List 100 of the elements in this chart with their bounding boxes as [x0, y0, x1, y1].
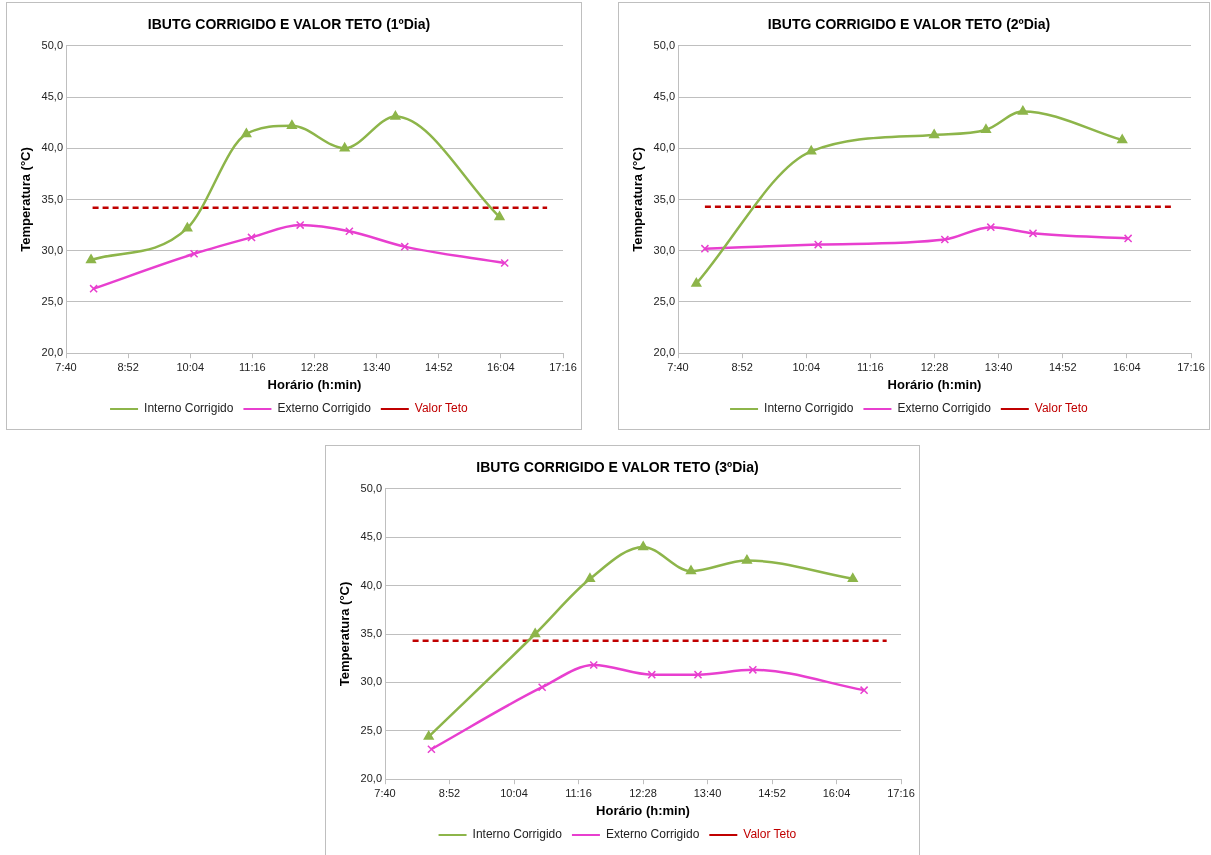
y-tick-label: 20,0 [653, 346, 676, 359]
x-tick-label: 14:52 [1048, 360, 1077, 373]
point [940, 235, 950, 244]
y-tick-label: 50,0 [360, 481, 383, 494]
x-tick-label: 12:28 [300, 360, 329, 373]
y-tick-label: 30,0 [653, 243, 676, 256]
y-tick-label: 50,0 [41, 38, 64, 51]
point [647, 670, 657, 679]
x-tick-label: 10:04 [176, 360, 205, 373]
point [339, 142, 350, 152]
point [423, 730, 434, 740]
x-tick-label: 14:52 [758, 786, 786, 799]
y-axis-title: Temperatura (°C) [18, 147, 34, 252]
x-tick-label: 7:40 [55, 360, 77, 373]
point [247, 233, 256, 242]
point [345, 226, 354, 236]
point [748, 665, 758, 675]
x-tick-label: 14:52 [424, 360, 453, 373]
point [1017, 105, 1028, 115]
legend-label: Valor Teto [1034, 401, 1089, 416]
x-tick-label: 7:40 [667, 360, 689, 373]
chart-title: IBUTG CORRIGIDO E VALOR TETO (1ºDia) [147, 16, 431, 33]
x-tick-label: 10:04 [500, 786, 528, 799]
point [589, 660, 599, 670]
chart-title: IBUTG CORRIGIDO E VALOR TETO (2ºDia) [767, 16, 1051, 33]
point [400, 242, 410, 251]
legend-label: Interno Corrigido [472, 827, 563, 842]
x-tick-label: 16:04 [822, 786, 851, 799]
point [85, 254, 97, 264]
y-tick-label: 35,0 [360, 627, 383, 640]
y-tick-label: 25,0 [41, 295, 64, 307]
point [847, 573, 858, 583]
x-tick-label: 13:40 [984, 360, 1013, 373]
point [693, 670, 703, 679]
x-tick-label: 16:04 [1113, 360, 1141, 373]
point [182, 222, 193, 232]
x-tick-label: 11:16 [565, 786, 592, 799]
point [986, 222, 996, 232]
legend-label: Externo Corrigido [605, 827, 700, 842]
y-tick-label: 25,0 [653, 295, 676, 307]
y-tick-label: 25,0 [360, 723, 383, 736]
y-tick-label: 20,0 [360, 772, 383, 785]
x-tick-label: 17:16 [887, 786, 915, 799]
point [89, 284, 98, 293]
y-tick-label: 45,0 [41, 90, 64, 103]
point [1028, 229, 1038, 238]
x-tick-label: 8:52 [117, 360, 139, 373]
y-tick-label: 50,0 [653, 38, 676, 51]
point [806, 145, 817, 155]
point [494, 211, 505, 221]
y-tick-label: 40,0 [653, 141, 676, 154]
point [685, 565, 697, 575]
point [813, 240, 823, 249]
x-tick-label: 7:40 [374, 786, 396, 799]
x-tick-label: 11:16 [239, 360, 266, 373]
legend-label: Externo Corrigido [897, 401, 992, 416]
chart-title: IBUTG CORRIGIDO E VALOR TETO (3ºDia) [476, 459, 759, 476]
point [700, 244, 710, 253]
x-tick-label: 17:16 [549, 360, 577, 373]
legend-label: Valor Teto [743, 827, 797, 842]
point [859, 685, 869, 695]
x-tick-label: 8:52 [438, 786, 461, 799]
x-axis-title: Horário (h:min) [267, 376, 362, 392]
x-tick-label: 13:40 [362, 360, 391, 373]
legend-label: Interno Corrigido [144, 401, 234, 416]
point [295, 220, 305, 230]
y-tick-label: 40,0 [360, 578, 383, 591]
point [584, 573, 596, 583]
point [390, 110, 401, 120]
x-tick-label: 12:28 [629, 786, 657, 799]
x-axis-title: Horário (h:min) [887, 376, 982, 392]
point [691, 277, 702, 287]
y-tick-label: 35,0 [653, 192, 676, 205]
legend-label: Valor Teto [414, 401, 469, 416]
x-tick-label: 17:16 [1177, 360, 1205, 373]
point [929, 129, 940, 139]
x-tick-label: 13:40 [693, 786, 722, 799]
point [638, 541, 649, 551]
x-axis-title: Horário (h:min) [596, 802, 690, 818]
point [500, 258, 509, 268]
y-tick-label: 30,0 [360, 675, 383, 688]
x-tick-label: 10:04 [792, 360, 821, 373]
x-tick-label: 16:04 [487, 360, 515, 373]
x-tick-label: 8:52 [731, 360, 753, 373]
point [537, 682, 547, 692]
point [286, 119, 297, 129]
y-tick-label: 45,0 [360, 530, 383, 543]
point [189, 249, 199, 259]
point [741, 554, 752, 564]
y-axis-title: Temperatura (°C) [630, 147, 646, 252]
point [427, 744, 436, 754]
y-tick-label: 30,0 [41, 243, 64, 256]
y-axis-title: Temperatura (°C) [337, 581, 353, 687]
point [530, 628, 541, 638]
point [1123, 234, 1133, 243]
legend-label: Externo Corrigido [277, 401, 372, 416]
point [980, 124, 992, 134]
y-tick-label: 20,0 [41, 346, 64, 359]
point [241, 128, 252, 138]
y-tick-label: 45,0 [653, 90, 676, 103]
